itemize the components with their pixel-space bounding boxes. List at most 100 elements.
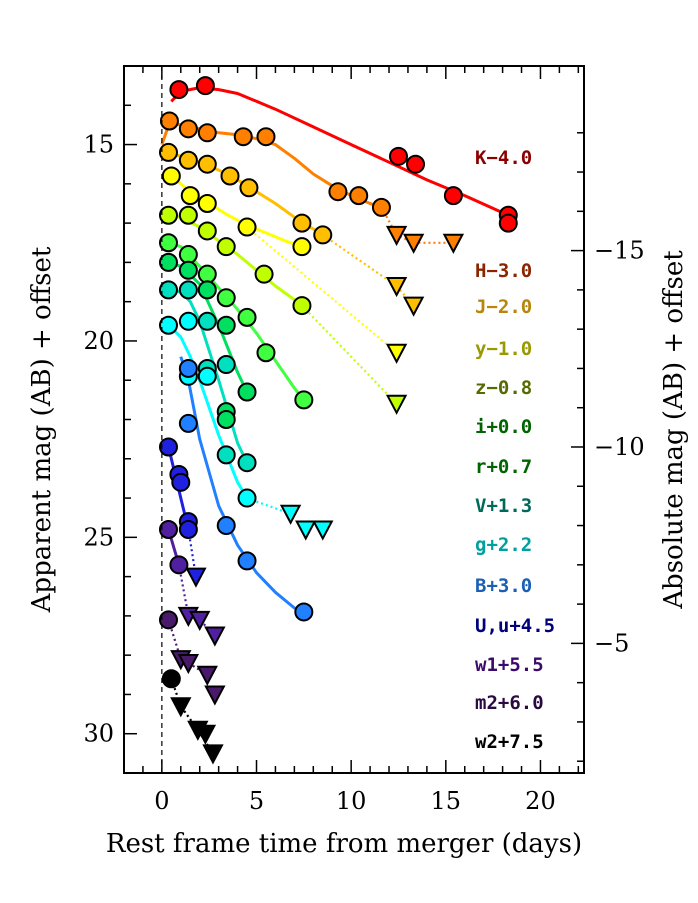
detection-point: [178, 358, 198, 378]
detection-point: [178, 205, 198, 225]
y-tick-label: 30: [83, 720, 114, 748]
band-label: J−2.0: [475, 296, 532, 318]
band-label: m2+6.0: [475, 692, 544, 714]
detection-point: [294, 602, 314, 622]
band-label: H−3.0: [475, 260, 532, 282]
detection-point: [158, 280, 178, 300]
limit-line: [246, 226, 398, 354]
detection-point: [216, 288, 236, 308]
detection-point: [158, 610, 178, 630]
y2-tick-label: −15: [594, 237, 645, 265]
data-markers: [158, 76, 518, 765]
detection-point: [178, 150, 198, 170]
upper-limit-marker: [196, 665, 218, 686]
detection-point: [256, 127, 276, 147]
detection-point: [406, 154, 426, 174]
detection-point: [443, 186, 463, 206]
band-labels: K−4.0 H−3.0 J−2.0 y−1.0 z−0.8 i+0.0 r+0.7 V+1.3…: [475, 147, 555, 753]
detection-point: [195, 76, 215, 96]
upper-limit-marker: [170, 697, 192, 718]
upper-limit-marker: [442, 233, 465, 254]
detection-point: [178, 311, 198, 331]
upper-limit-marker: [194, 724, 217, 745]
detection-point: [237, 382, 257, 402]
detection-point: [292, 237, 312, 257]
detection-point: [239, 178, 259, 198]
upper-limit-marker: [185, 567, 207, 588]
axis-ticks: 0 5 10 15 20 15 20 25 30 −15 −10 −5: [83, 65, 645, 815]
detection-point: [158, 142, 178, 162]
band-label: K−4.0: [475, 147, 532, 169]
band-label: U,u+4.5: [475, 615, 555, 637]
detection-point: [498, 213, 518, 233]
detection-point: [216, 516, 236, 536]
upper-limit-marker: [312, 520, 334, 541]
band-label: y−1.0: [475, 338, 532, 360]
detection-point: [294, 390, 314, 410]
y2-tick-label: −10: [594, 433, 645, 461]
detection-point: [237, 488, 257, 508]
limit-line: [301, 304, 398, 405]
detection-point: [220, 166, 240, 186]
band-label: i+0.0: [475, 416, 532, 438]
detection-point: [237, 217, 257, 237]
x-tick-label: 15: [431, 787, 462, 815]
detection-point: [197, 280, 217, 300]
detection-point: [237, 453, 257, 473]
detection-point: [159, 111, 179, 131]
detection-point: [328, 182, 348, 202]
detection-point: [158, 252, 178, 272]
band-label: z−0.8: [475, 377, 532, 399]
upper-limit-marker: [204, 685, 226, 706]
band-label: g+2.2: [475, 534, 532, 556]
fit-curve: [179, 356, 305, 614]
detection-point: [388, 146, 408, 166]
upper-limit-marker: [295, 520, 317, 541]
x-axis-label: Rest frame time from merger (days): [106, 829, 582, 859]
detection-point: [349, 186, 369, 206]
detection-point: [216, 237, 236, 257]
detection-point: [178, 519, 198, 539]
detection-point: [161, 166, 181, 186]
x-tick-label: 10: [336, 787, 367, 815]
detection-point: [371, 197, 391, 217]
y2-axis-label: Absolute mag (AB) + offset: [659, 250, 689, 610]
detection-point: [178, 119, 198, 139]
detection-point: [197, 264, 217, 284]
detection-point: [313, 225, 333, 245]
detection-point: [197, 154, 217, 174]
y-tick-label: 15: [83, 131, 114, 159]
detection-point: [178, 260, 198, 280]
detection-point: [197, 221, 217, 241]
limit-line: [380, 206, 454, 244]
upper-limit-marker: [189, 610, 211, 631]
detection-point: [216, 355, 236, 375]
detection-point: [237, 551, 257, 571]
detection-point: [197, 311, 217, 331]
detection-point: [216, 410, 236, 429]
detection-point: [197, 366, 217, 386]
band-label: w2+7.5: [475, 731, 544, 753]
detection-point: [216, 445, 236, 465]
detection-point: [178, 280, 198, 300]
upper-limit-marker: [202, 744, 224, 765]
detection-point: [292, 213, 312, 233]
detection-point: [169, 555, 189, 575]
detection-point: [292, 296, 312, 316]
x-tick-label: 5: [249, 787, 264, 815]
detection-point: [254, 264, 274, 284]
x-tick-label: 0: [154, 787, 169, 815]
upper-limit-marker: [177, 654, 200, 675]
detection-point: [158, 315, 178, 335]
detection-point: [158, 233, 178, 253]
band-label: r+0.7: [475, 456, 532, 478]
upper-limit-marker: [385, 276, 408, 298]
upper-limit-marker: [385, 225, 408, 247]
detection-point: [197, 193, 217, 213]
detection-point: [158, 205, 178, 225]
detection-point: [197, 123, 217, 143]
detection-point: [237, 307, 257, 327]
detection-point: [233, 127, 253, 147]
upper-limit-marker: [204, 626, 226, 647]
